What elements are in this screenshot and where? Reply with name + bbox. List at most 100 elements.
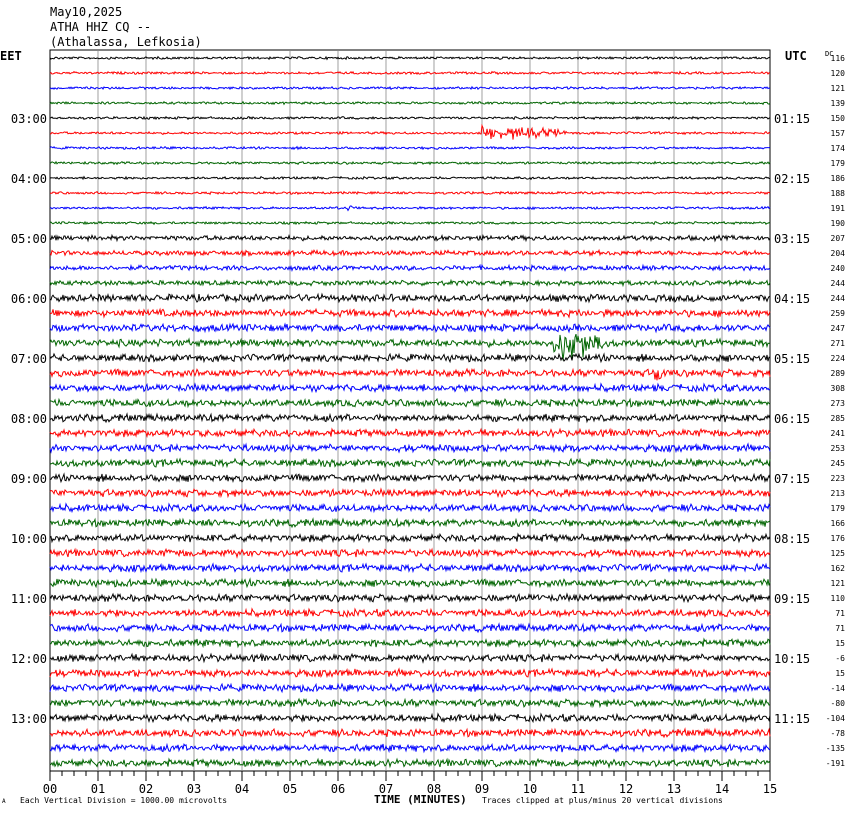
trace-row bbox=[49, 442, 771, 454]
trace-row bbox=[49, 205, 771, 212]
dc-offset-label: 191 bbox=[831, 204, 846, 213]
trace-row bbox=[49, 123, 771, 140]
trace-row bbox=[49, 457, 771, 469]
dc-offset-label: 71 bbox=[835, 624, 845, 633]
dc-offset-label: 271 bbox=[831, 339, 846, 348]
trace-row bbox=[50, 637, 771, 649]
x-tick-label: 00 bbox=[43, 782, 57, 796]
trace-row bbox=[49, 622, 771, 634]
left-hour-label: 08:00 bbox=[11, 412, 47, 426]
trace-row bbox=[49, 487, 771, 499]
right-hour-label: 11:15 bbox=[774, 712, 810, 726]
seismic-traces bbox=[49, 55, 771, 769]
trace-row bbox=[49, 547, 771, 559]
x-tick-label: 09 bbox=[475, 782, 489, 796]
trace-row bbox=[49, 55, 771, 61]
dc-offset-label: 121 bbox=[831, 579, 846, 588]
right-hour-label: 08:15 bbox=[774, 532, 810, 546]
dc-offset-label: 190 bbox=[831, 219, 846, 228]
dc-offset-label: 308 bbox=[831, 384, 846, 393]
dc-offset-label: 179 bbox=[831, 159, 846, 168]
x-tick-label: 15 bbox=[763, 782, 777, 796]
dc-offset-label: 125 bbox=[831, 549, 846, 558]
trace-row bbox=[49, 352, 771, 364]
trace-row bbox=[49, 742, 771, 754]
trace-row bbox=[49, 160, 771, 166]
trace-row bbox=[49, 502, 771, 514]
trace-row bbox=[49, 727, 771, 739]
dc-offset-label: -135 bbox=[826, 744, 845, 753]
dc-label: DC bbox=[825, 50, 834, 58]
right-zone-label: UTC bbox=[785, 49, 807, 63]
plot-border bbox=[49, 49, 771, 772]
trace-row bbox=[49, 757, 771, 769]
right-hour-label: 10:15 bbox=[774, 652, 810, 666]
dc-offset-label: 273 bbox=[831, 399, 846, 408]
dc-offset-label: -14 bbox=[831, 684, 846, 693]
left-hour-label: 13:00 bbox=[11, 712, 47, 726]
trace-row bbox=[49, 307, 771, 319]
trace-row bbox=[49, 292, 771, 304]
dc-offset-label: 223 bbox=[831, 474, 846, 483]
trace-row bbox=[49, 592, 771, 604]
trace-row bbox=[49, 667, 771, 679]
dc-offset-label: -191 bbox=[826, 759, 845, 768]
dc-offset-label: 240 bbox=[831, 264, 846, 273]
trace-row bbox=[49, 333, 771, 361]
x-tick-label: 05 bbox=[283, 782, 297, 796]
left-hour-label: 04:00 bbox=[11, 172, 47, 186]
trace-row bbox=[49, 115, 771, 121]
x-tick-label: 12 bbox=[619, 782, 633, 796]
dc-offset-label: -104 bbox=[826, 714, 845, 723]
header-date: May10,2025 bbox=[50, 5, 123, 19]
trace-row bbox=[49, 233, 771, 243]
dc-offset-label: 285 bbox=[831, 414, 846, 423]
right-hour-label: 01:15 bbox=[774, 112, 810, 126]
header-station: ATHA HHZ CQ -- bbox=[50, 20, 152, 34]
trace-row bbox=[49, 682, 771, 694]
dc-offset-label: 120 bbox=[831, 69, 846, 78]
dc-offset-label: 241 bbox=[831, 429, 846, 438]
x-tick-label: 13 bbox=[667, 782, 681, 796]
x-tick-label: 11 bbox=[571, 782, 585, 796]
right-hour-label: 05:15 bbox=[774, 352, 810, 366]
x-tick-label: 02 bbox=[139, 782, 153, 796]
dc-offset-label: 116 bbox=[831, 54, 846, 63]
trace-row bbox=[49, 220, 771, 226]
left-time-labels: 03:00 04:00 05:00 06:00 07:00 08:00 09:00 10:00… bbox=[11, 112, 47, 726]
dc-offset-label: 224 bbox=[831, 354, 846, 363]
dc-offset-label: 259 bbox=[831, 309, 846, 318]
trace-row bbox=[49, 532, 771, 544]
trace-row bbox=[49, 278, 771, 288]
x-tick-label: 08 bbox=[427, 782, 441, 796]
corner-mark: A bbox=[2, 798, 6, 805]
x-tick-label: 04 bbox=[235, 782, 249, 796]
left-zone-label: EET bbox=[0, 49, 22, 63]
trace-row bbox=[49, 322, 771, 334]
dc-offset-label: 71 bbox=[835, 609, 845, 618]
dc-offset-label: 244 bbox=[831, 279, 846, 288]
x-axis: 00 01 02 03 04 05 06 07 08 09 10 11 12 13 14 15 bbox=[43, 771, 777, 796]
trace-row bbox=[49, 562, 771, 574]
trace-row bbox=[49, 248, 771, 258]
dc-offset-label: 213 bbox=[831, 489, 846, 498]
dc-offset-label: 245 bbox=[831, 459, 846, 468]
trace-row bbox=[49, 70, 771, 76]
x-tick-label: 03 bbox=[187, 782, 201, 796]
dc-offset-label: 179 bbox=[831, 504, 846, 513]
left-hour-label: 10:00 bbox=[11, 532, 47, 546]
clip-note: Traces clipped at plus/minus 20 vertical… bbox=[482, 796, 723, 805]
right-hour-label: 02:15 bbox=[774, 172, 810, 186]
trace-row bbox=[49, 145, 771, 151]
trace-row bbox=[49, 175, 771, 181]
trace-row bbox=[49, 697, 771, 709]
dc-offset-label: -80 bbox=[831, 699, 846, 708]
x-axis-title: TIME (MINUTES) bbox=[374, 793, 467, 806]
dc-offset-label: 174 bbox=[831, 144, 846, 153]
dc-offset-label: 204 bbox=[831, 249, 846, 258]
dc-offset-label: -78 bbox=[831, 729, 846, 738]
x-tick-label: 07 bbox=[379, 782, 393, 796]
header-location: (Athalassa, Lefkosia) bbox=[50, 35, 202, 49]
dc-offset-label: 162 bbox=[831, 564, 846, 573]
